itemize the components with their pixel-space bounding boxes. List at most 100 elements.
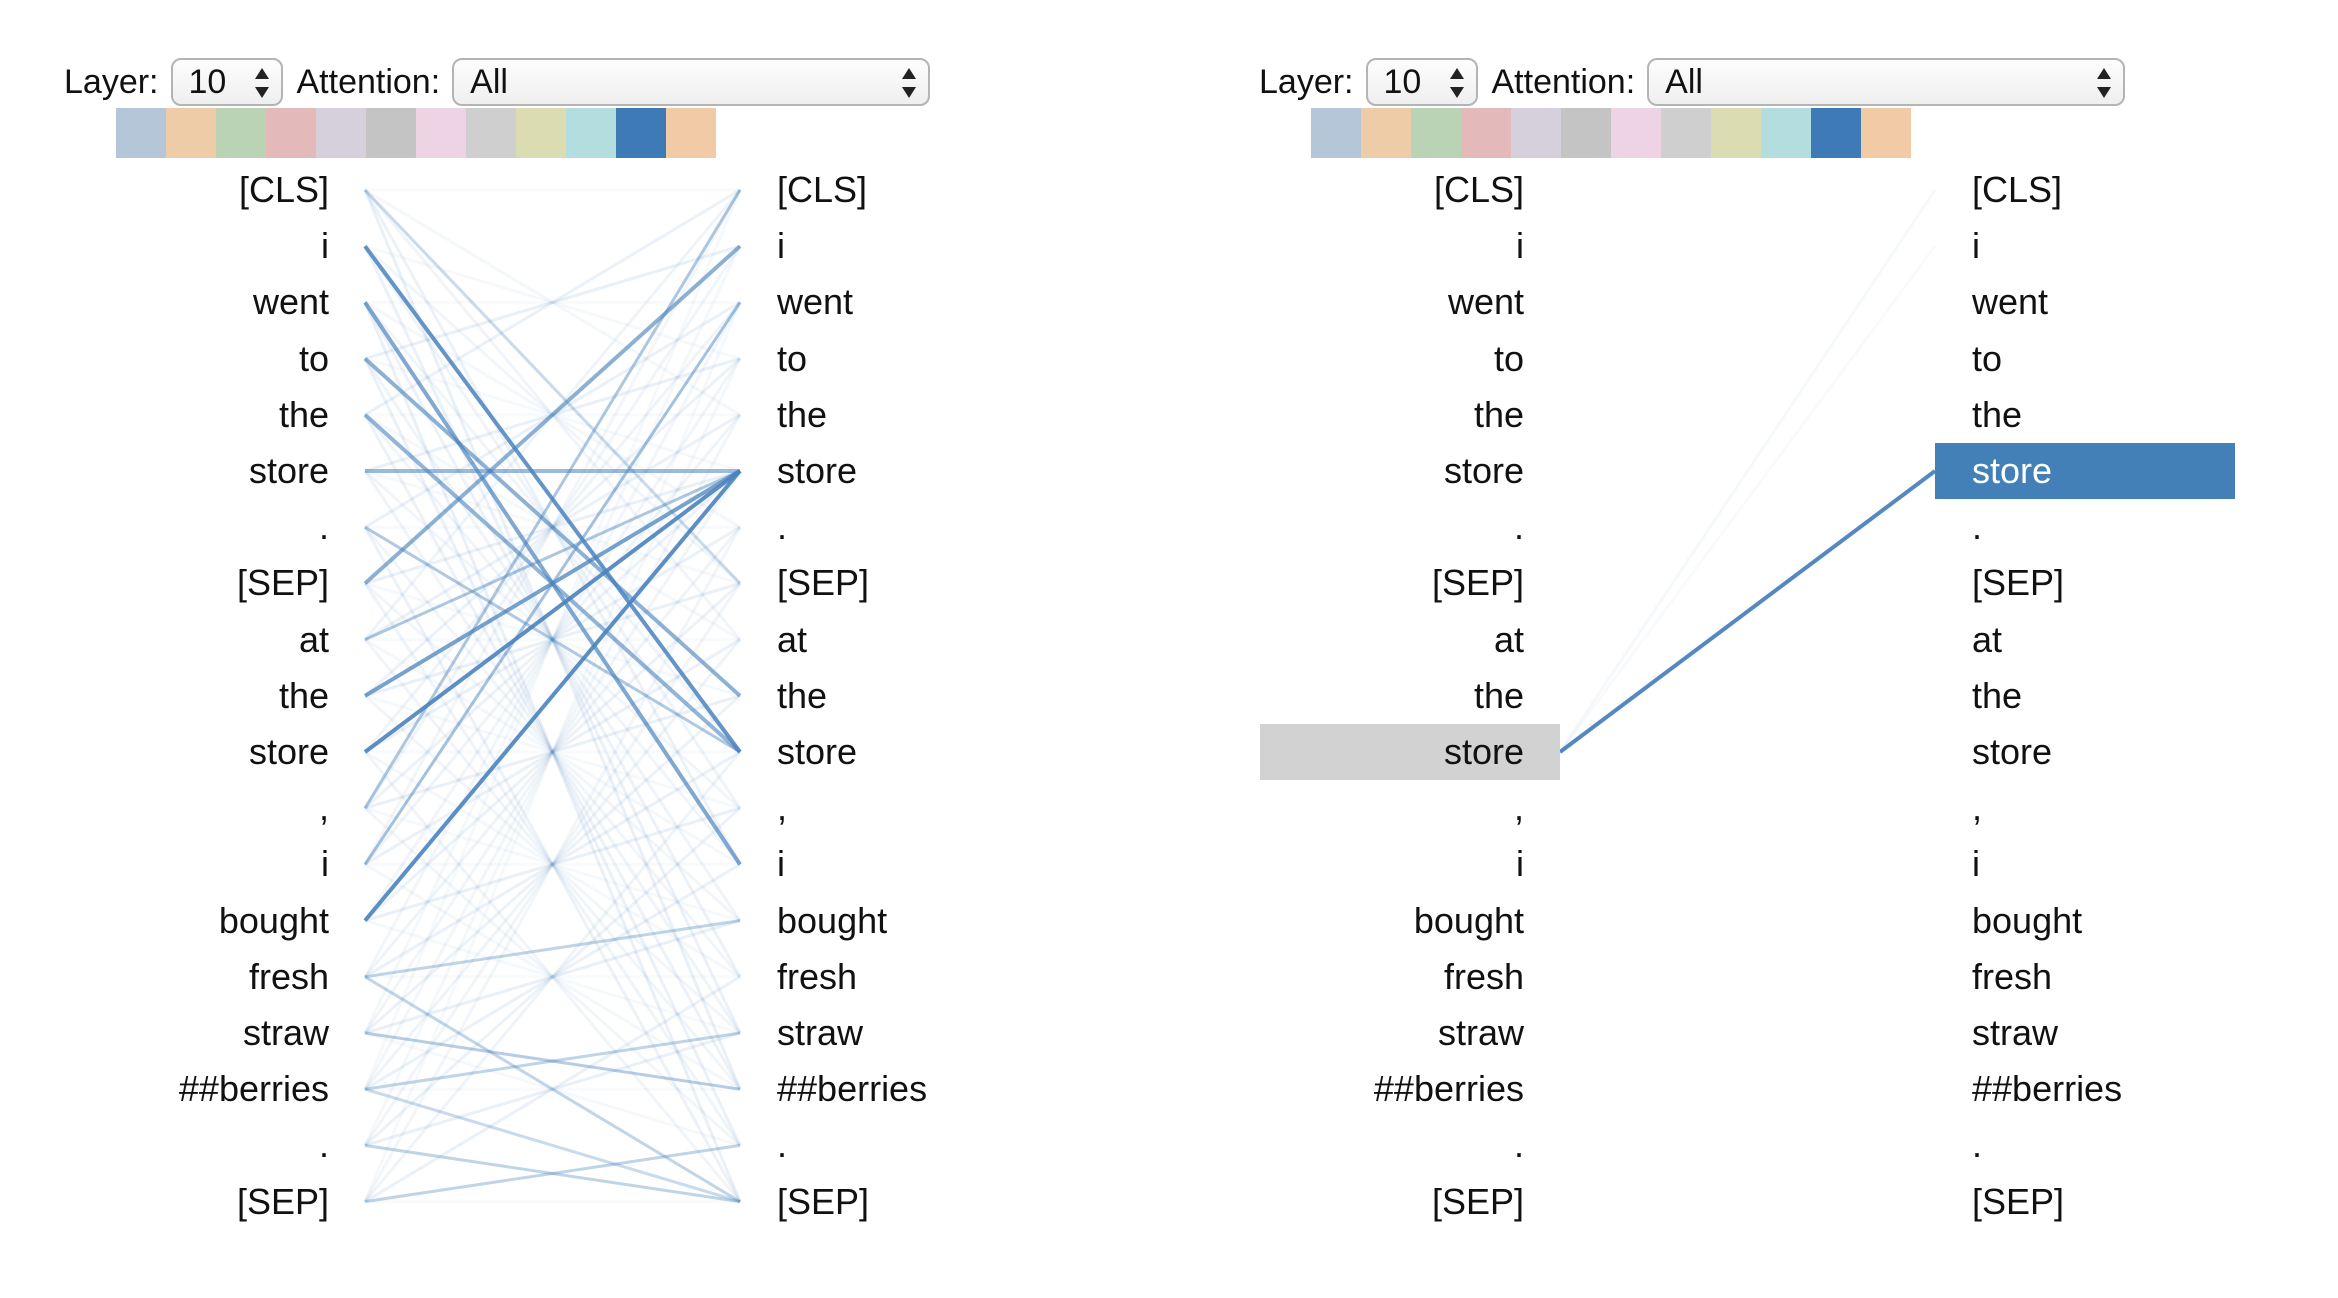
- left-token[interactable]: .: [1513, 506, 1524, 548]
- left-token[interactable]: .: [318, 1124, 329, 1166]
- head-swatch-5[interactable]: [316, 108, 366, 158]
- head-swatch-8[interactable]: [466, 108, 516, 158]
- head-swatch-9[interactable]: [1711, 108, 1761, 158]
- right-token[interactable]: the: [777, 674, 828, 716]
- left-token[interactable]: to: [1493, 337, 1524, 379]
- head-swatch-11[interactable]: [616, 108, 666, 158]
- head-swatch-5[interactable]: [1511, 108, 1561, 158]
- head-swatch-6[interactable]: [366, 108, 416, 158]
- layer-select[interactable]: 10: [170, 58, 283, 106]
- left-token[interactable]: straw: [1437, 1012, 1524, 1053]
- right-token[interactable]: went: [777, 281, 854, 323]
- left-token[interactable]: bought: [1413, 899, 1524, 941]
- left-token[interactable]: ,: [1513, 787, 1524, 829]
- right-token[interactable]: the: [1972, 674, 2023, 716]
- head-swatch-8[interactable]: [1661, 108, 1711, 158]
- right-token[interactable]: i: [777, 843, 785, 885]
- head-swatch-7[interactable]: [416, 108, 466, 158]
- right-token[interactable]: [CLS]: [777, 169, 868, 210]
- head-swatch-3[interactable]: [216, 108, 266, 158]
- right-token[interactable]: the: [777, 393, 828, 435]
- left-token[interactable]: at: [298, 618, 329, 660]
- left-token[interactable]: [SEP]: [1431, 562, 1524, 604]
- left-token[interactable]: to: [298, 337, 329, 379]
- left-token[interactable]: fresh: [1443, 955, 1524, 997]
- left-token[interactable]: [SEP]: [1431, 1180, 1524, 1222]
- right-token[interactable]: went: [1972, 281, 2049, 323]
- left-token[interactable]: at: [1493, 618, 1524, 660]
- right-token[interactable]: fresh: [1972, 955, 2053, 997]
- head-swatch-10[interactable]: [566, 108, 616, 158]
- left-token[interactable]: ,: [318, 787, 329, 829]
- head-swatch-12[interactable]: [666, 108, 716, 158]
- head-swatch-3[interactable]: [1411, 108, 1461, 158]
- head-swatch-2[interactable]: [166, 108, 216, 158]
- left-token[interactable]: straw: [242, 1012, 329, 1053]
- right-token[interactable]: ,: [1972, 787, 1983, 829]
- left-token[interactable]: fresh: [248, 955, 329, 997]
- right-token[interactable]: .: [777, 1124, 788, 1166]
- right-token[interactable]: store: [777, 731, 858, 772]
- head-swatch-11[interactable]: [1811, 108, 1861, 158]
- left-token[interactable]: ##berries: [178, 1068, 329, 1110]
- right-token[interactable]: to: [777, 337, 808, 379]
- head-swatch-6[interactable]: [1561, 108, 1611, 158]
- left-token[interactable]: i: [321, 843, 329, 885]
- head-swatch-12[interactable]: [1861, 108, 1911, 158]
- left-token[interactable]: .: [318, 506, 329, 548]
- left-token[interactable]: the: [1473, 674, 1524, 716]
- right-token[interactable]: i: [1972, 843, 1980, 885]
- right-token[interactable]: straw: [1972, 1012, 2059, 1053]
- head-swatch-1[interactable]: [116, 108, 166, 158]
- right-token[interactable]: ##berries: [1972, 1068, 2123, 1110]
- left-token[interactable]: bought: [218, 899, 329, 941]
- left-token[interactable]: [CLS]: [238, 169, 329, 210]
- right-token[interactable]: ##berries: [777, 1068, 928, 1110]
- right-token[interactable]: [SEP]: [777, 1180, 870, 1222]
- left-token[interactable]: [CLS]: [1433, 169, 1524, 210]
- left-token[interactable]: store: [1443, 731, 1524, 772]
- right-token[interactable]: [CLS]: [1972, 169, 2063, 210]
- right-token[interactable]: bought: [1972, 899, 2083, 941]
- right-token[interactable]: [SEP]: [1972, 562, 2065, 604]
- attention-select[interactable]: All: [452, 58, 931, 106]
- right-token[interactable]: at: [1972, 618, 2003, 660]
- left-token[interactable]: went: [1447, 281, 1524, 323]
- left-token[interactable]: store: [1443, 450, 1524, 491]
- head-swatch-10[interactable]: [1761, 108, 1811, 158]
- left-token[interactable]: the: [1473, 393, 1524, 435]
- head-swatch-2[interactable]: [1361, 108, 1411, 158]
- right-token[interactable]: .: [1972, 506, 1983, 548]
- right-token[interactable]: ,: [777, 787, 788, 829]
- left-token[interactable]: the: [278, 674, 329, 716]
- head-swatch-7[interactable]: [1611, 108, 1661, 158]
- right-token[interactable]: to: [1972, 337, 2003, 379]
- left-token[interactable]: store: [248, 731, 329, 772]
- left-token[interactable]: [SEP]: [236, 562, 329, 604]
- right-token[interactable]: fresh: [777, 955, 858, 997]
- right-token[interactable]: store: [777, 450, 858, 491]
- layer-select[interactable]: 10: [1365, 58, 1478, 106]
- right-token[interactable]: .: [777, 506, 788, 548]
- right-token[interactable]: .: [1972, 1124, 1983, 1166]
- right-token[interactable]: store: [1972, 450, 2053, 491]
- left-token[interactable]: ##berries: [1373, 1068, 1524, 1110]
- left-token[interactable]: the: [278, 393, 329, 435]
- head-swatch-9[interactable]: [516, 108, 566, 158]
- left-token[interactable]: went: [252, 281, 329, 323]
- attention-select[interactable]: All: [1647, 58, 2126, 106]
- head-swatch-4[interactable]: [1461, 108, 1511, 158]
- left-token[interactable]: [SEP]: [236, 1180, 329, 1222]
- left-token[interactable]: store: [248, 450, 329, 491]
- right-token[interactable]: [SEP]: [777, 562, 870, 604]
- right-token[interactable]: bought: [777, 899, 888, 941]
- right-token[interactable]: i: [777, 225, 785, 267]
- head-swatch-4[interactable]: [266, 108, 316, 158]
- right-token[interactable]: store: [1972, 731, 2053, 772]
- left-token[interactable]: .: [1513, 1124, 1524, 1166]
- head-swatch-1[interactable]: [1311, 108, 1361, 158]
- left-token[interactable]: i: [1516, 225, 1524, 267]
- right-token[interactable]: [SEP]: [1972, 1180, 2065, 1222]
- left-token[interactable]: i: [321, 225, 329, 267]
- right-token[interactable]: the: [1972, 393, 2023, 435]
